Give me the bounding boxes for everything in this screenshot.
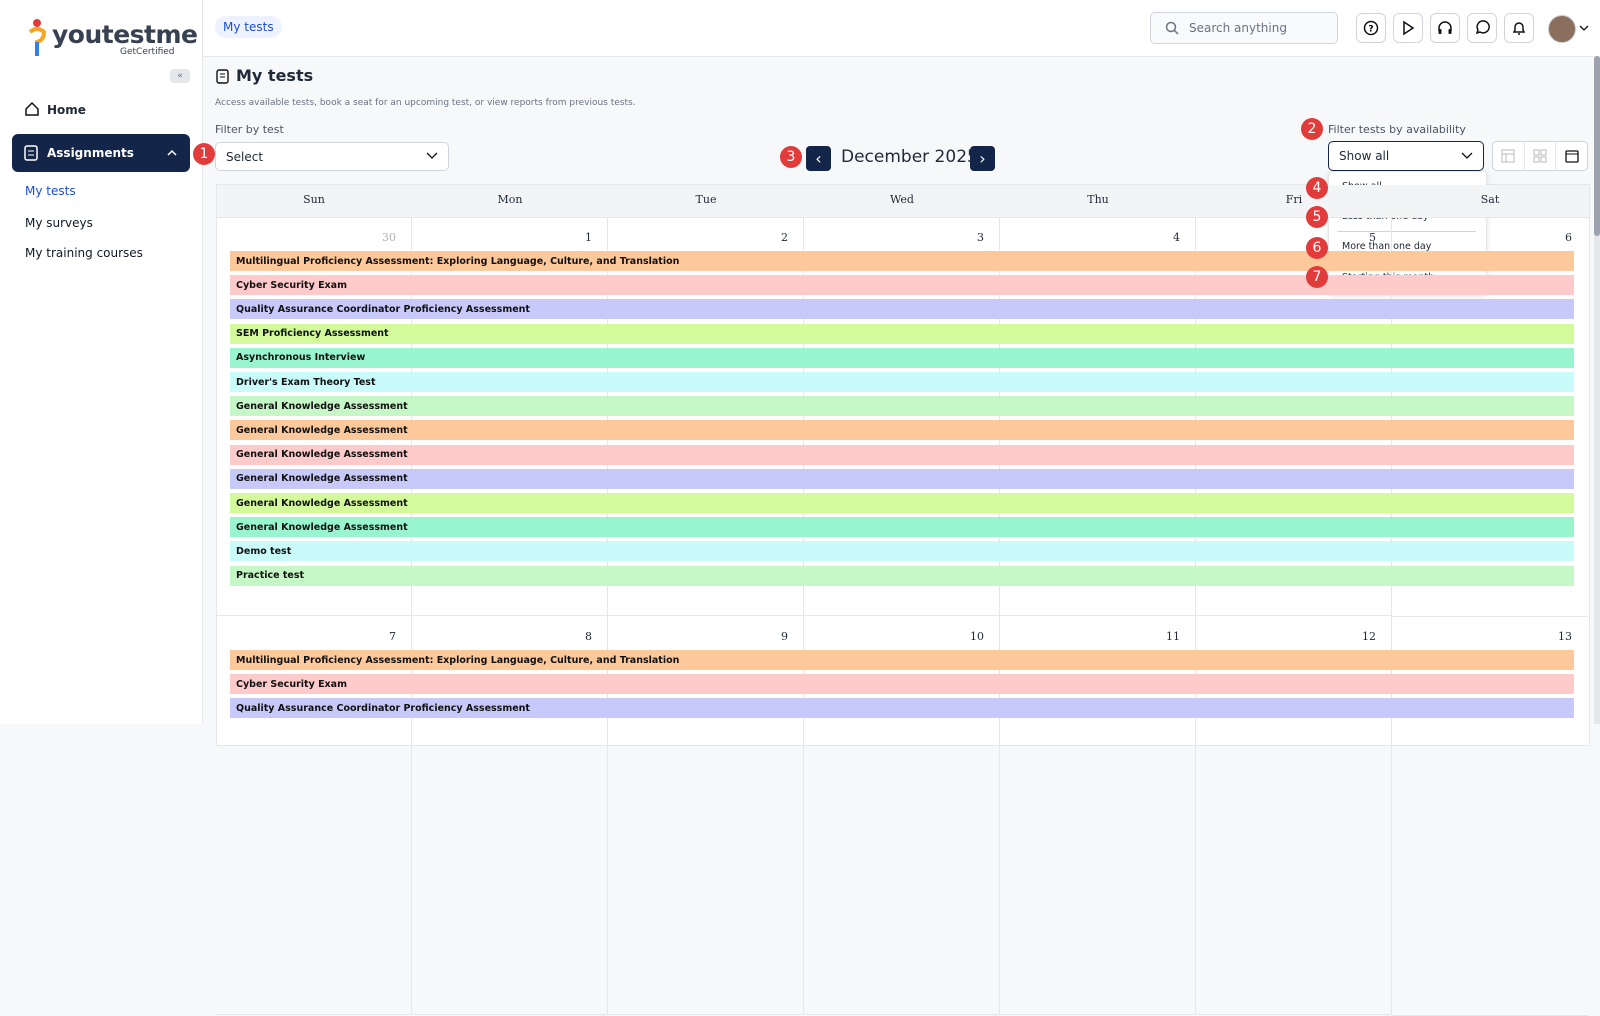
support-button[interactable] <box>1430 13 1460 43</box>
search-icon <box>1165 21 1179 35</box>
filter-test-label: Filter by test <box>215 123 284 136</box>
calendar-event[interactable]: SEM Proficiency Assessment <box>230 323 1574 344</box>
calendar-event[interactable]: Multilingual Proficiency Assessment: Exp… <box>230 650 1574 670</box>
day-number: 7 <box>389 630 396 643</box>
weekday-label: Wed <box>890 193 914 206</box>
select-chevron <box>426 152 438 159</box>
weekday-label: Tue <box>695 193 717 206</box>
calendar-event[interactable]: Driver's Exam Theory Test <box>230 372 1574 392</box>
day-number: 5 <box>1369 231 1376 244</box>
filter-availability-label: Filter tests by availability <box>1328 123 1466 136</box>
calendar-event[interactable]: Quality Assurance Coordinator Proficienc… <box>230 299 1574 320</box>
nav-assignments-bg[interactable] <box>12 134 190 172</box>
day-cell <box>1392 217 1588 617</box>
topbar: My tests Search anything ? <box>203 0 1600 57</box>
subnav-training[interactable]: My training courses <box>25 246 143 260</box>
day-number: 11 <box>1166 630 1180 643</box>
assignments-icon <box>24 145 38 161</box>
day-number: 10 <box>970 630 984 643</box>
scrollbar-thumb <box>1594 56 1600 236</box>
subnav-my-tests[interactable]: My tests <box>25 184 76 198</box>
calendar-event[interactable]: Asynchronous Interview <box>230 347 1574 368</box>
logo-icon <box>28 19 47 56</box>
calendar-event[interactable]: General Knowledge Assessment <box>230 396 1574 417</box>
calendar-event[interactable]: Quality Assurance Coordinator Proficienc… <box>230 698 1574 719</box>
annotation-badge: 7 <box>1306 266 1328 288</box>
availability-chevron <box>1461 152 1473 159</box>
day-cell <box>412 217 608 616</box>
next-month-button[interactable]: › <box>970 146 995 171</box>
calendar-event[interactable]: General Knowledge Assessment <box>230 444 1574 465</box>
calendar-event[interactable]: General Knowledge Assessment <box>230 420 1574 441</box>
chat-button[interactable] <box>1467 13 1497 43</box>
notifications-button[interactable] <box>1504 13 1534 43</box>
nav-assignments[interactable]: Assignments <box>47 146 134 160</box>
view-calendar[interactable] <box>1556 142 1587 170</box>
day-number: 3 <box>977 231 984 244</box>
calendar-event[interactable]: General Knowledge Assessment <box>230 493 1574 513</box>
calendar-event[interactable]: Multilingual Proficiency Assessment: Exp… <box>230 251 1574 271</box>
calendar-event[interactable]: Demo test <box>230 541 1574 562</box>
chevron-up <box>167 149 177 156</box>
day-cell <box>804 217 1000 616</box>
view-switcher <box>1492 141 1588 171</box>
annotation-badge: 2 <box>1301 118 1323 140</box>
calendar-event[interactable]: Cyber Security Exam <box>230 674 1574 695</box>
nav-home[interactable]: Home <box>47 103 86 117</box>
sidebar: youtestme GetCertified « Home Assignment… <box>0 0 203 724</box>
day-cell <box>1000 217 1196 616</box>
day-number: 6 <box>1565 231 1572 244</box>
title-icon <box>216 69 229 84</box>
day-number: 1 <box>585 231 592 244</box>
filter-test-select[interactable]: Select <box>215 142 449 171</box>
day-cell <box>608 217 804 616</box>
logo-text: youtestme <box>52 20 198 49</box>
home-icon <box>25 101 39 116</box>
calendar-event[interactable]: General Knowledge Assessment <box>230 517 1574 538</box>
day-number: 9 <box>781 630 788 643</box>
calendar-event[interactable]: Practice test <box>230 565 1574 586</box>
day-cell <box>216 217 412 616</box>
annotation-badge: 6 <box>1306 237 1328 259</box>
calendar-event[interactable]: General Knowledge Assessment <box>230 468 1574 489</box>
scrollbar-track <box>1594 56 1600 724</box>
prev-month-button[interactable]: ‹ <box>806 146 831 171</box>
weekday-label: Sat <box>1480 193 1500 206</box>
day-number: 30 <box>382 231 396 244</box>
filter-availability-select[interactable]: Show all <box>1328 141 1484 171</box>
day-number: 2 <box>781 231 788 244</box>
breadcrumb[interactable]: My tests <box>215 16 282 38</box>
annotation-badge: 3 <box>780 146 802 168</box>
avatar[interactable] <box>1548 15 1576 43</box>
calendar-event[interactable]: Cyber Security Exam <box>230 275 1574 296</box>
weekday-header-bg <box>217 185 1589 218</box>
view-list[interactable] <box>1493 142 1525 170</box>
day-number: 13 <box>1558 630 1572 643</box>
weekday-label: Fri <box>1285 193 1303 206</box>
logo-subtitle: GetCertified <box>120 47 175 57</box>
page-title: My tests <box>236 66 314 85</box>
help-button[interactable]: ? <box>1356 13 1386 43</box>
annotation-badge: 4 <box>1306 177 1328 199</box>
day-number: 12 <box>1362 630 1376 643</box>
day-number: 8 <box>585 630 592 643</box>
avatar-chevron <box>1579 25 1589 31</box>
weekday-label: Thu <box>1087 193 1109 206</box>
collapse-button[interactable]: « <box>170 69 190 83</box>
page-description: Access available tests, book a seat for … <box>215 98 636 108</box>
day-number: 4 <box>1173 231 1180 244</box>
weekday-label: Mon <box>497 193 523 206</box>
weekday-label: Sun <box>303 193 325 206</box>
search-input[interactable]: Search anything <box>1150 12 1338 44</box>
view-grid[interactable] <box>1525 142 1557 170</box>
month-label: December 2025 <box>841 147 978 167</box>
svg-text:?: ? <box>1368 25 1373 35</box>
subnav-my-surveys[interactable]: My surveys <box>25 216 93 230</box>
play-button[interactable] <box>1393 13 1423 43</box>
annotation-badge: 5 <box>1306 206 1328 228</box>
day-cell <box>1196 217 1392 616</box>
annotation-badge: 1 <box>193 143 215 165</box>
